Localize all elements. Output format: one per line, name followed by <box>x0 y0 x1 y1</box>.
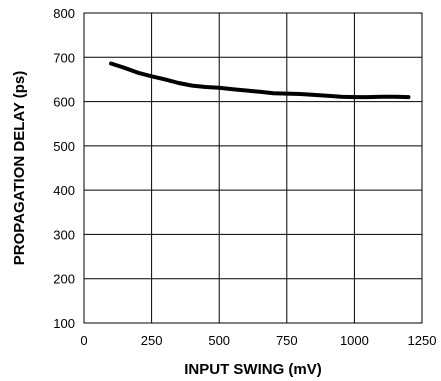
y-tick-label: 100 <box>53 316 75 331</box>
x-axis-title: INPUT SWING (mV) <box>184 361 322 378</box>
x-tick-label: 1250 <box>408 333 437 348</box>
y-tick-label: 400 <box>53 183 75 198</box>
plot-frame <box>83 12 423 324</box>
x-axis-ticks: 0 250 500 750 1000 1250 <box>80 333 436 348</box>
series-layer <box>109 61 411 100</box>
x-tick-label: 500 <box>208 333 230 348</box>
y-tick-label: 700 <box>53 50 75 65</box>
x-tick-label: 0 <box>80 333 87 348</box>
y-axis-title: PROPAGATION DELAY (ps) <box>11 71 28 265</box>
y-axis-ticks: 100 200 300 400 500 600 700 800 <box>53 6 75 331</box>
y-tick-label: 800 <box>53 6 75 21</box>
y-tick-label: 500 <box>53 139 75 154</box>
x-tick-label: 250 <box>141 333 163 348</box>
y-tick-label: 600 <box>53 95 75 110</box>
x-tick-label: 750 <box>276 333 298 348</box>
y-tick-label: 300 <box>53 227 75 242</box>
y-tick-label: 200 <box>53 272 75 287</box>
series-line <box>109 61 411 100</box>
grid <box>83 12 423 324</box>
x-tick-label: 1000 <box>340 333 369 348</box>
